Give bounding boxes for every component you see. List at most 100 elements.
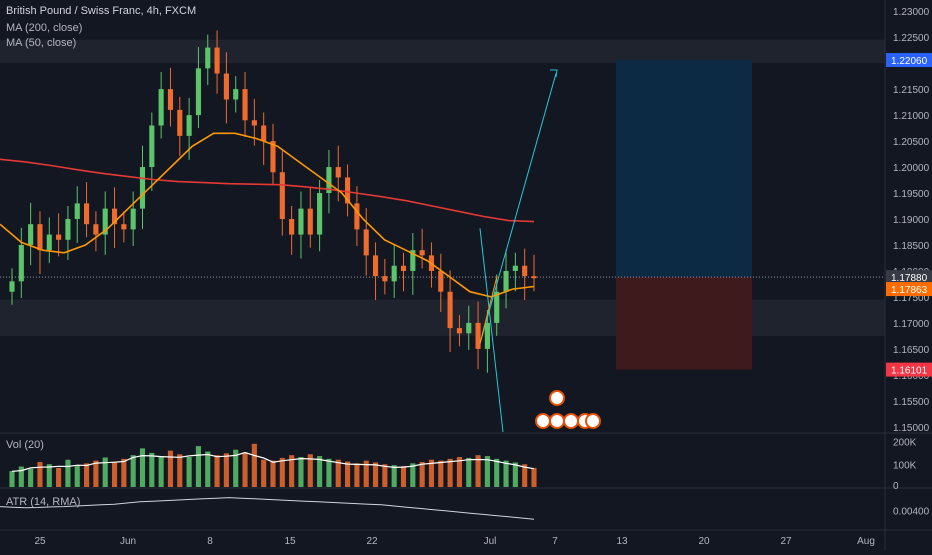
candle-body	[223, 73, 229, 100]
candle-body	[307, 208, 313, 235]
volume-bar	[111, 462, 118, 487]
candle-body	[139, 167, 146, 209]
candle-body	[214, 47, 220, 74]
time-tick-label: 8	[207, 536, 213, 547]
price-badge-label: 1.16101	[891, 366, 928, 377]
trendline-down	[479, 228, 504, 433]
candle-body	[372, 255, 379, 277]
price-tick-label: 1.21000	[893, 111, 930, 122]
candle-body	[466, 322, 472, 334]
candle-body	[382, 276, 388, 282]
volume-ma-line	[11, 451, 535, 472]
candle-body	[289, 219, 295, 235]
candle-body	[335, 167, 341, 178]
candle-body	[18, 244, 24, 282]
candle-body	[317, 193, 323, 235]
price-tick-label: 1.20500	[893, 137, 930, 148]
volume-bar	[391, 465, 397, 487]
candle-body	[46, 234, 52, 251]
volume-legend[interactable]: Vol (20)	[6, 439, 44, 451]
ma50-line	[0, 132, 535, 298]
candle-body	[363, 229, 369, 256]
time-tick-label: 27	[780, 536, 792, 547]
price-badge-label: 1.17880	[891, 273, 928, 284]
candle-body	[149, 125, 155, 168]
candle-body	[251, 120, 257, 126]
volume-bar	[382, 464, 388, 487]
trendline-arrowhead	[550, 69, 558, 78]
candle-body	[65, 219, 71, 240]
price-tick-label: 1.20000	[893, 163, 930, 174]
volume-bar	[205, 451, 211, 487]
ma200-legend[interactable]: MA (200, close)	[6, 22, 83, 34]
volume-bar	[456, 457, 462, 487]
price-badge	[886, 53, 932, 68]
candle-body	[475, 322, 481, 349]
price-tick-label: 1.22500	[893, 33, 930, 44]
volume-bar	[289, 455, 295, 487]
volume-bar	[522, 464, 528, 487]
volume-bar	[363, 460, 369, 487]
volume-bar	[447, 458, 453, 487]
price-tick-label: 1.16500	[893, 345, 930, 356]
price-tick-label: 1.21500	[893, 85, 930, 96]
volume-bar	[158, 456, 164, 487]
event-marker-icon	[563, 413, 579, 429]
candle-body	[354, 203, 360, 230]
time-tick-label: 25	[34, 536, 46, 547]
symbol-title[interactable]: British Pound / Swiss Franc, 4h, FXCM	[6, 5, 197, 17]
price-badge	[886, 362, 932, 377]
candle-body	[512, 265, 518, 271]
volume-bar	[410, 463, 416, 487]
volume-bar	[214, 455, 220, 487]
time-tick-label: 22	[366, 536, 378, 547]
event-marker-icon	[535, 413, 551, 429]
candle-body	[56, 234, 62, 240]
candle-body	[9, 281, 15, 292]
volume-bar	[121, 458, 127, 487]
candle-body	[195, 68, 201, 116]
volume-bar	[102, 457, 108, 487]
ma50-legend[interactable]: MA (50, close)	[6, 37, 77, 49]
volume-bar	[261, 459, 267, 487]
target-zone	[616, 60, 752, 278]
time-tick-label: 15	[284, 536, 296, 547]
atr-legend[interactable]: ATR (14, RMA)	[6, 496, 81, 508]
candle-body	[400, 265, 407, 271]
price-tick-label: 1.17500	[893, 293, 930, 304]
volume-bar	[475, 455, 481, 487]
candle-body	[130, 208, 136, 230]
price-tick-label: 1.23000	[893, 7, 930, 18]
atr-tick-label: 0.00400	[893, 507, 930, 518]
volume-bar	[74, 465, 80, 487]
volume-bar	[345, 461, 351, 487]
volume-bar	[149, 452, 155, 487]
support-resistance-zone-0	[0, 39, 885, 64]
volume-bar	[279, 457, 285, 487]
candle-body	[186, 115, 192, 136]
price-tick-label: 1.17000	[893, 319, 930, 330]
candle-body	[242, 89, 248, 121]
candle-body	[279, 172, 285, 219]
volume-bar	[56, 467, 62, 487]
volume-bar	[84, 463, 90, 487]
volume-bar	[428, 459, 435, 487]
volume-bar	[65, 459, 71, 487]
price-badge	[886, 270, 932, 285]
candle-body	[345, 177, 351, 204]
wedge-line	[479, 276, 498, 344]
volume-bar	[531, 467, 537, 487]
volume-bar	[9, 471, 15, 487]
candle-body	[484, 322, 490, 349]
volume-bar	[270, 460, 276, 487]
candle-body	[270, 141, 276, 173]
price-tick-label: 1.19000	[893, 215, 930, 226]
volume-bar	[419, 462, 425, 487]
price-tick-label: 1.15000	[893, 423, 930, 434]
candle-body	[456, 328, 462, 334]
event-marker-icon	[549, 413, 565, 429]
candle-body	[447, 291, 453, 329]
volume-bar	[93, 460, 99, 487]
